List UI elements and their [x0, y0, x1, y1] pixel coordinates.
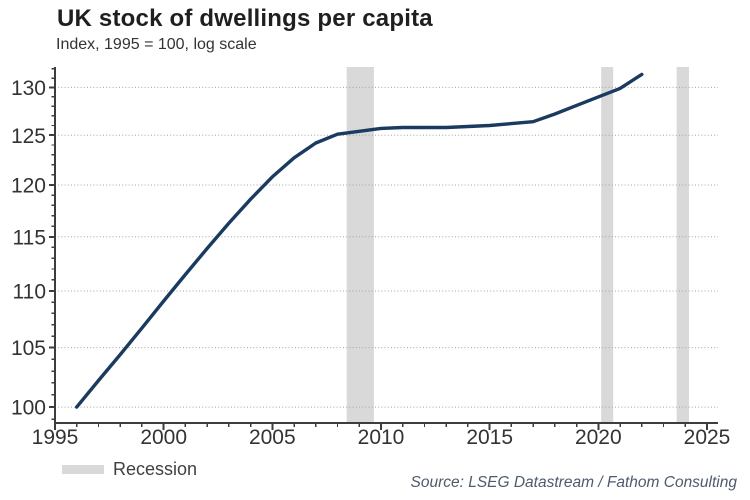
x-tick-label: 2000: [140, 426, 187, 449]
x-tick-label: 2005: [249, 426, 296, 449]
x-tick-label: 2010: [358, 426, 405, 449]
y-tick-label: 110: [13, 281, 46, 304]
legend-label: Recession: [113, 459, 198, 479]
x-tick-label: 2020: [575, 426, 622, 449]
y-tick-label: 125: [11, 125, 46, 148]
y-tick-label: 105: [11, 337, 46, 360]
chart-title: UK stock of dwellings per capita: [57, 5, 433, 32]
source-credit: Source: LSEG Datastream / Fathom Consult…: [410, 474, 737, 491]
y-tick-label: 100: [11, 397, 46, 420]
series-line: [74, 72, 644, 409]
chart-subtitle: Index, 1995 = 100, log scale: [56, 36, 257, 53]
x-tick-label: 2025: [684, 426, 731, 449]
recession-swatch-icon: [62, 465, 104, 474]
recession-band: [346, 67, 374, 423]
y-tick-label: 115: [13, 226, 46, 249]
x-tick-label: 2015: [466, 426, 513, 449]
legend: Recession: [62, 459, 197, 480]
recession-band: [601, 67, 614, 423]
x-tick-label: 1995: [32, 426, 79, 449]
recession-band: [676, 67, 689, 423]
y-tick-label: 130: [11, 77, 46, 100]
y-tick-label: 120: [11, 175, 46, 198]
